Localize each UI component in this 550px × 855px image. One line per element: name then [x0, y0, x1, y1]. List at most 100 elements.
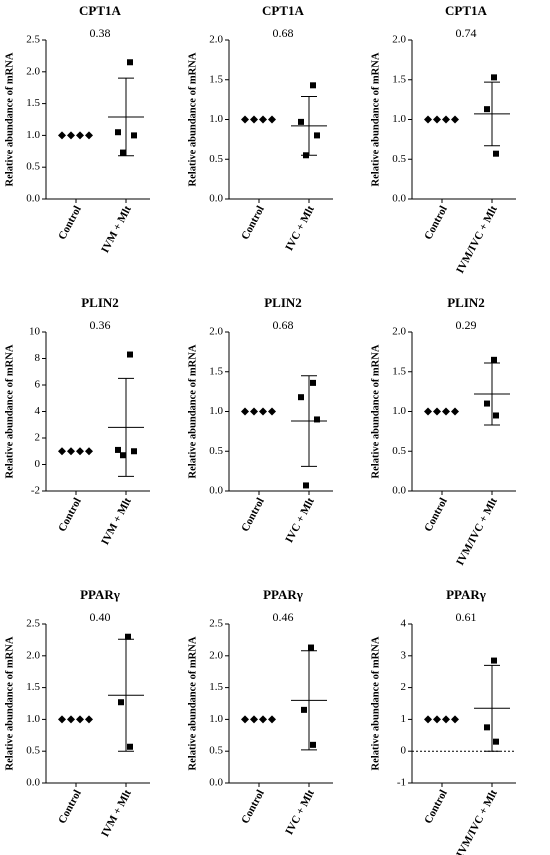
chart-title: CPT1A	[79, 3, 122, 18]
y-axis-label: Relative abundance of mRNA	[4, 636, 15, 770]
treatment-point	[314, 416, 320, 423]
treatment-point	[125, 633, 131, 640]
y-tick-label: 0	[401, 745, 407, 757]
control-point	[67, 131, 75, 140]
chart-title: PLIN2	[81, 295, 119, 310]
treatment-point	[127, 59, 133, 66]
y-tick-label: 1.5	[26, 681, 40, 693]
panel: PPARγ 0.46 Relative abundance of mRNA 0.0 0.…	[187, 587, 333, 837]
y-tick-label: 2.0	[26, 65, 40, 77]
x-tick-label: IVM/IVC + Mlt	[454, 788, 500, 855]
treatment-point	[484, 724, 490, 731]
treatment-point	[484, 106, 490, 113]
panel: PLIN2 0.68 Relative abundance of mRNA 0.0 0.…	[187, 295, 333, 545]
control-point	[58, 447, 66, 456]
control-point	[424, 115, 432, 124]
treatment-point	[493, 738, 499, 745]
treatment-point	[310, 82, 316, 89]
y-tick-label: 0.5	[392, 445, 406, 457]
y-tick-label: 1.0	[392, 405, 406, 417]
control-point	[442, 115, 450, 124]
control-point	[58, 715, 66, 724]
chart-title: CPT1A	[262, 3, 305, 18]
y-tick-label: 10	[29, 326, 41, 338]
treatment-point	[303, 482, 309, 489]
y-tick-label: 2.0	[209, 326, 223, 338]
control-point	[250, 715, 258, 724]
panel: CPT1A 0.74 Relative abundance of mRNA 0.0 0.…	[370, 3, 516, 276]
y-tick-label: 1.5	[209, 365, 223, 377]
treatment-point	[491, 74, 497, 81]
error-bar	[484, 664, 500, 752]
control-point	[268, 115, 276, 124]
chart-title: CPT1A	[445, 3, 488, 18]
y-tick-label: 1.5	[209, 681, 223, 693]
y-tick-label: -1	[397, 777, 406, 789]
control-point	[442, 715, 450, 724]
x-tick-label: Control	[239, 496, 267, 534]
p-value: 0.68	[273, 26, 294, 40]
control-point	[241, 715, 249, 724]
p-value: 0.68	[273, 318, 294, 332]
chart-title: PPARγ	[80, 587, 120, 602]
error-bar	[301, 375, 317, 467]
y-tick-label: 1.0	[209, 113, 223, 125]
control-point	[67, 715, 75, 724]
y-axis-label: Relative abundance of mRNA	[370, 636, 381, 770]
p-value: 0.74	[456, 26, 477, 40]
x-tick-label: IVC + Mlt	[283, 204, 317, 253]
treatment-point	[493, 412, 499, 419]
x-tick-label: Control	[239, 788, 267, 826]
control-point	[433, 115, 441, 124]
control-point	[76, 447, 84, 456]
treatment-point	[131, 132, 137, 139]
y-tick-label: 2.5	[26, 34, 40, 46]
error-bar	[118, 638, 134, 752]
treatment-point	[493, 150, 499, 157]
control-point	[85, 447, 93, 456]
y-tick-label: 0.0	[209, 485, 223, 497]
treatment-point	[120, 149, 126, 156]
y-tick-label: 1.0	[26, 129, 40, 141]
control-point	[433, 715, 441, 724]
control-point	[58, 131, 66, 140]
panel: CPT1A 0.68 Relative abundance of mRNA 0.0 0.…	[187, 3, 333, 253]
x-tick-label: Control	[56, 204, 84, 242]
x-tick-label: Control	[422, 204, 450, 242]
x-tick-label: IVM + Mlt	[99, 788, 134, 839]
y-tick-label: 1.0	[392, 113, 406, 125]
y-tick-label: 0.0	[209, 193, 223, 205]
y-tick-label: 0.5	[392, 153, 406, 165]
y-tick-label: 1.5	[26, 97, 40, 109]
y-tick-label: 1	[401, 713, 407, 725]
control-point	[451, 115, 459, 124]
y-tick-label: 2.0	[392, 326, 406, 338]
chart-title: PPARγ	[263, 587, 303, 602]
y-tick-label: 0.5	[26, 745, 40, 757]
y-tick-label: 1.5	[209, 73, 223, 85]
y-tick-label: 1.0	[209, 405, 223, 417]
y-tick-label: 0.0	[209, 777, 223, 789]
treatment-point	[301, 706, 307, 713]
y-tick-label: 2.0	[26, 649, 40, 661]
control-point	[259, 407, 267, 416]
control-point	[451, 715, 459, 724]
control-point	[241, 115, 249, 124]
control-point	[424, 715, 432, 724]
y-tick-label: 0.5	[26, 161, 40, 173]
error-bar	[301, 650, 317, 751]
y-tick-label: 2.0	[392, 34, 406, 46]
y-tick-label: 1.5	[392, 73, 406, 85]
y-axis-label: Relative abundance of mRNA	[370, 344, 381, 478]
y-axis-label: Relative abundance of mRNA	[187, 344, 198, 478]
y-tick-label: 2.5	[26, 618, 40, 630]
y-tick-label: 0.0	[26, 193, 40, 205]
y-tick-label: 1.0	[26, 713, 40, 725]
treatment-point	[310, 741, 316, 748]
p-value: 0.46	[273, 610, 294, 624]
y-tick-label: 2.0	[209, 34, 223, 46]
treatment-point	[120, 452, 126, 459]
y-tick-label: 0.5	[209, 153, 223, 165]
panel: PLIN2 0.29 Relative abundance of mRNA 0.0 0.…	[370, 295, 516, 568]
p-value: 0.61	[456, 610, 477, 624]
